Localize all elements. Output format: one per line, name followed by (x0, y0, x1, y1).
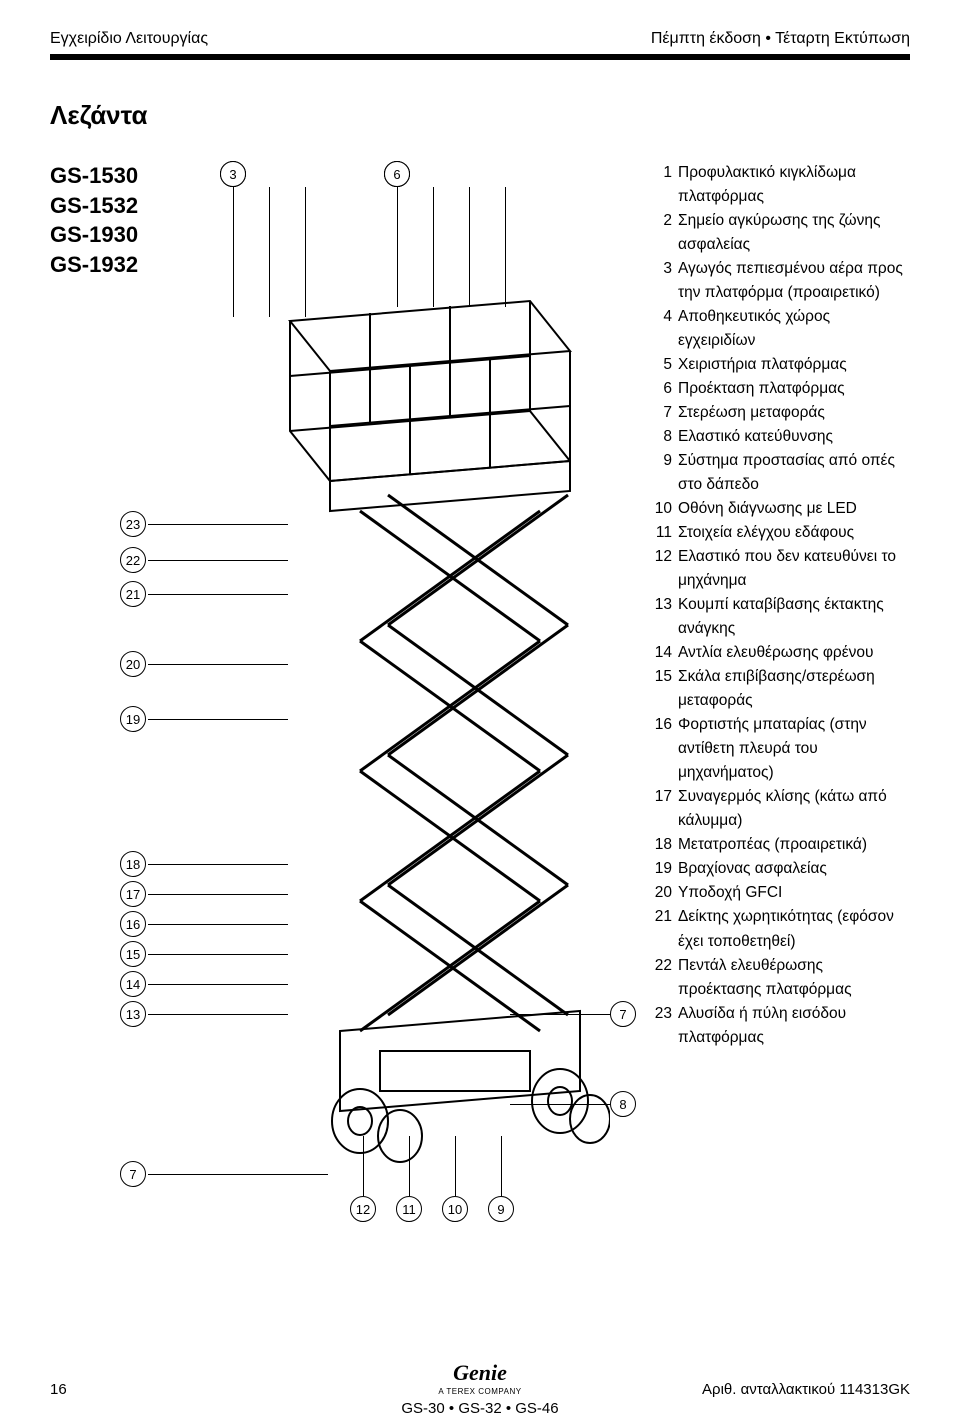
callout-7: 7 (610, 1001, 636, 1027)
section-title: Λεζάντα (50, 100, 910, 131)
callout-20: 20 (120, 651, 146, 677)
model-item: GS-1932 (50, 250, 190, 280)
header-rule (50, 54, 910, 60)
legend-item: 15Σκάλα επιβίβασης/στερέωση μεταφοράς (650, 665, 910, 713)
callout-3: 3 (220, 161, 246, 187)
legend-item: 9Σύστημα προστασίας από οπές στο δάπεδο (650, 449, 910, 497)
callout-13: 13 (120, 1001, 146, 1027)
legend-item: 6Προέκταση πλατφόρμας (650, 377, 910, 401)
model-item: GS-1532 (50, 191, 190, 221)
legend-item: 12Ελαστικό που δεν κατευθύνει το μηχάνημ… (650, 545, 910, 593)
callout-21: 21 (120, 581, 146, 607)
legend-item: 11Στοιχεία ελέγχου εδάφους (650, 521, 910, 545)
legend-item: 3Αγωγός πεπιεσμένου αέρα προς την πλατφό… (650, 257, 910, 305)
legend-item: 21Δείκτης χωρητικότητας (εφόσον έχει τοπ… (650, 905, 910, 953)
callout-12: 12 (350, 1196, 376, 1222)
legend-item: 19Βραχίονας ασφαλείας (650, 857, 910, 881)
callout-18: 18 (120, 851, 146, 877)
model-item: GS-1530 (50, 161, 190, 191)
footer-logo-sub: A TEREX COMPANY (438, 1387, 521, 1396)
legend-item: 17Συναγερμός κλίσης (κάτω από κάλυμμα) (650, 785, 910, 833)
callout-15: 15 (120, 941, 146, 967)
callout-6: 6 (384, 161, 410, 187)
legend-item: 4Αποθηκευτικός χώρος εγχειριδίων (650, 305, 910, 353)
legend-item: 8Ελαστικό κατεύθυνσης (650, 425, 910, 449)
callout-11: 11 (396, 1196, 422, 1222)
callout-7: 7 (120, 1161, 146, 1187)
callout-19: 19 (120, 706, 146, 732)
legend-item: 13Κουμπί καταβίβασης έκτακτης ανάγκης (650, 593, 910, 641)
legend-item: 2Σημείο αγκύρωσης της ζώνης ασφαλείας (650, 209, 910, 257)
legend-item: 20Υποδοχή GFCI (650, 881, 910, 905)
legend-item: 23Αλυσίδα ή πύλη εισόδου πλατφόρμας (650, 1002, 910, 1050)
diagram: 123 2456 (210, 161, 630, 1221)
callout-9: 9 (488, 1196, 514, 1222)
header-right: Πέμπτη έκδοση • Τέταρτη Εκτύπωση (651, 30, 910, 48)
footer-center: GS-30 • GS-32 • GS-46 (401, 1400, 558, 1417)
callout-22: 22 (120, 547, 146, 573)
legend-item: 16Φορτιστής μπαταρίας (στην αντίθετη πλε… (650, 713, 910, 785)
callout-14: 14 (120, 971, 146, 997)
callout-16: 16 (120, 911, 146, 937)
footer-logo-brand: Genie (453, 1360, 507, 1385)
legend-item: 5Χειριστήρια πλατφόρμας (650, 353, 910, 377)
legend-item: 18Μετατροπέας (προαιρετικά) (650, 833, 910, 857)
legend-item: 10Οθόνη διάγνωσης με LED (650, 497, 910, 521)
model-item: GS-1930 (50, 220, 190, 250)
machine-illustration (230, 261, 610, 1201)
header-left: Εγχειρίδιο Λειτουργίας (50, 30, 208, 48)
callout-8: 8 (610, 1091, 636, 1117)
callout-10: 10 (442, 1196, 468, 1222)
legend-item: 1Προφυλακτικό κιγκλίδωμα πλατφόρμας (650, 161, 910, 209)
callout-17: 17 (120, 881, 146, 907)
callout-23: 23 (120, 511, 146, 537)
legend-list: 1Προφυλακτικό κιγκλίδωμα πλατφόρμας2Σημε… (650, 161, 910, 1050)
legend-item: 7Στερέωση μεταφοράς (650, 401, 910, 425)
model-list: GS-1530GS-1532GS-1930GS-1932 (50, 161, 190, 280)
legend-item: 22Πεντάλ ελευθέρωσης προέκτασης πλατφόρμ… (650, 954, 910, 1002)
legend-item: 14Αντλία ελευθέρωσης φρένου (650, 641, 910, 665)
